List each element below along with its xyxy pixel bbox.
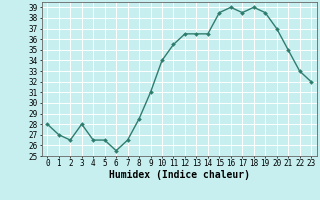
X-axis label: Humidex (Indice chaleur): Humidex (Indice chaleur) xyxy=(109,170,250,180)
